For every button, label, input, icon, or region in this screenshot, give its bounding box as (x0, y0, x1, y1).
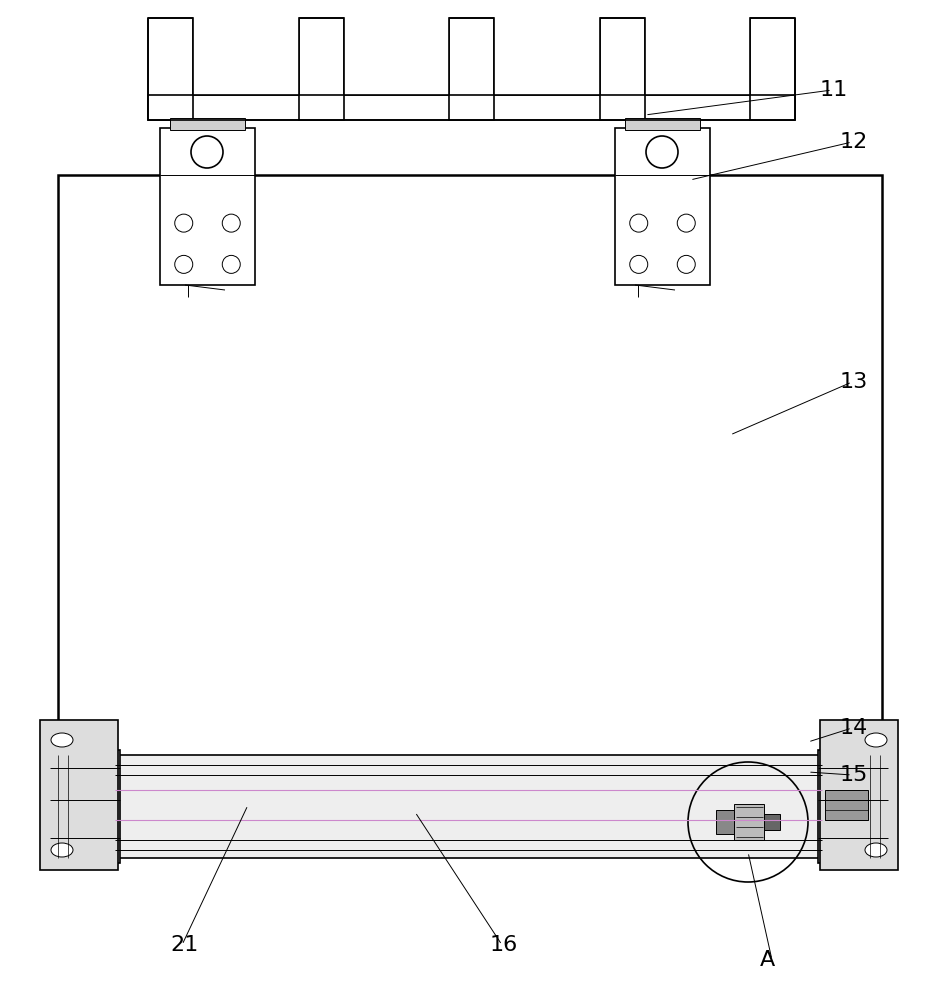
Circle shape (222, 214, 241, 232)
Bar (148, 18, 193, 120)
Circle shape (630, 214, 648, 232)
Circle shape (222, 255, 241, 273)
Bar (58, 175, 882, 762)
Bar (645, 18, 750, 95)
Bar (825, 790, 868, 820)
Bar (343, 18, 449, 95)
Text: 12: 12 (840, 132, 869, 152)
Text: 15: 15 (840, 765, 869, 785)
Circle shape (175, 255, 193, 273)
Circle shape (838, 792, 868, 822)
Circle shape (60, 782, 110, 832)
Bar (193, 18, 299, 95)
Circle shape (677, 255, 696, 273)
Bar (40, 720, 118, 870)
Bar (600, 18, 645, 120)
Bar (170, 118, 245, 130)
Bar (750, 18, 795, 120)
Ellipse shape (51, 843, 73, 857)
Bar (148, 95, 795, 120)
Bar (115, 755, 822, 858)
Bar (716, 810, 734, 834)
Bar (494, 18, 600, 95)
Text: 21: 21 (170, 935, 198, 955)
Ellipse shape (51, 733, 73, 747)
Text: 11: 11 (820, 80, 848, 100)
Bar (50, 750, 120, 863)
Bar (299, 18, 343, 120)
Bar (625, 118, 700, 130)
Bar (615, 128, 710, 285)
Circle shape (828, 782, 878, 832)
Text: 16: 16 (490, 935, 518, 955)
Circle shape (630, 255, 648, 273)
Text: 13: 13 (840, 372, 869, 392)
Circle shape (646, 136, 678, 168)
Bar (764, 814, 780, 830)
Bar (449, 18, 494, 120)
Text: A: A (760, 950, 776, 970)
Circle shape (191, 136, 223, 168)
Ellipse shape (865, 843, 887, 857)
Text: 14: 14 (840, 718, 869, 738)
Bar (820, 720, 898, 870)
Circle shape (175, 214, 193, 232)
Ellipse shape (865, 733, 887, 747)
Circle shape (677, 214, 696, 232)
Bar (160, 128, 255, 285)
Bar (818, 750, 888, 863)
Circle shape (70, 792, 100, 822)
Bar (734, 804, 764, 840)
